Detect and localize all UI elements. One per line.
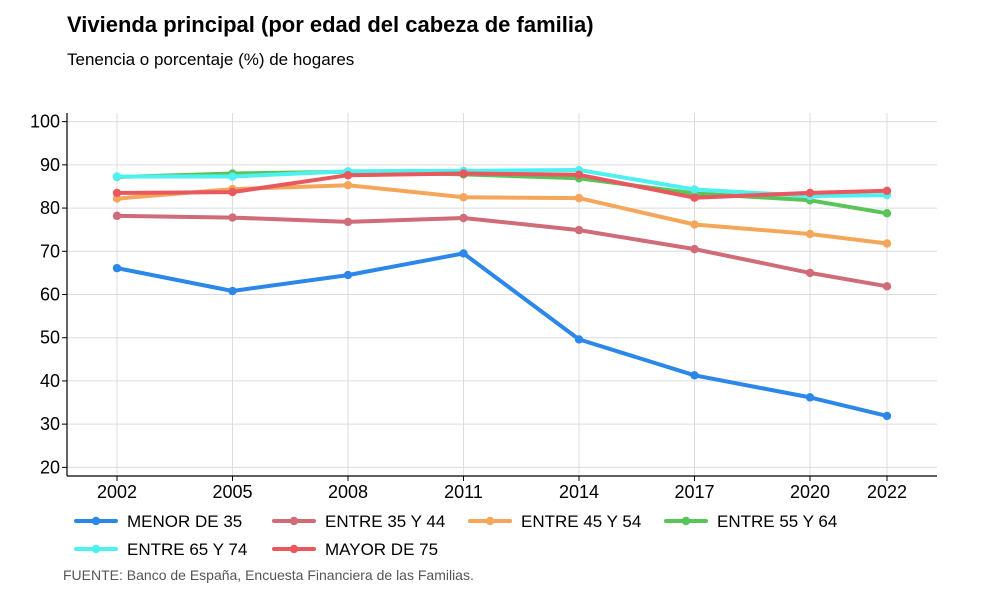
- data-point-2-2011[interactable]: [459, 213, 468, 223]
- legend-item-1[interactable]: MENOR DE 35: [74, 512, 242, 531]
- data-point-6-2011[interactable]: [459, 169, 468, 178]
- data-point-2-2017[interactable]: [690, 244, 699, 254]
- y-tick-label-30: 30: [40, 414, 60, 434]
- series-line-6: [115, 171, 889, 200]
- data-point-6-2017[interactable]: [690, 193, 699, 202]
- data-point-6-2008[interactable]: [343, 171, 353, 180]
- legend-swatch-marker-1: [91, 516, 101, 526]
- legend[interactable]: MENOR DE 35 ENTRE 35 Y 44 ENTRE 45 Y 54 ENT…: [74, 512, 837, 559]
- chart-title: Vivienda principal (por edad del cabeza …: [67, 12, 594, 37]
- legend-label-5: ENTRE 65 Y 74: [127, 540, 247, 559]
- data-point-3-2011[interactable]: [459, 193, 468, 202]
- y-tick-label-40: 40: [40, 371, 60, 391]
- series-line-1: [115, 251, 889, 418]
- data-point-3-2017[interactable]: [690, 220, 699, 229]
- data-point-6-2022[interactable]: [882, 186, 892, 195]
- legend-label-4: ENTRE 55 Y 64: [717, 512, 837, 531]
- series-line-2: [115, 213, 889, 289]
- y-tick-label-90: 90: [40, 155, 60, 175]
- legend-swatch-marker-2: [289, 516, 299, 526]
- x-tick-label-2017: 2017: [674, 482, 714, 502]
- series: [112, 165, 892, 421]
- x-ticks: 2002 2005 2008 2011 2014 2017 2020 2022: [97, 476, 907, 502]
- source-note: FUENTE: Banco de España, Encuesta Financ…: [63, 567, 474, 583]
- legend-swatch-marker-3: [485, 516, 495, 526]
- data-point-1-2008[interactable]: [343, 270, 353, 280]
- data-point-6-2020[interactable]: [805, 188, 815, 198]
- x-tick-label-2014: 2014: [559, 482, 599, 502]
- data-point-2-2020[interactable]: [805, 268, 815, 278]
- series-1: [112, 249, 892, 421]
- data-point-1-2017[interactable]: [690, 371, 699, 380]
- data-point-6-2002[interactable]: [112, 188, 122, 198]
- y-tick-label-50: 50: [40, 328, 60, 348]
- data-point-5-2005[interactable]: [228, 172, 237, 181]
- series-2: [112, 211, 892, 291]
- legend-item-3[interactable]: ENTRE 45 Y 54: [468, 512, 641, 531]
- series-line-4: [115, 169, 889, 216]
- data-point-2-2002[interactable]: [112, 211, 122, 221]
- legend-item-4[interactable]: ENTRE 55 Y 64: [664, 512, 837, 531]
- data-point-3-2022[interactable]: [882, 239, 892, 248]
- x-tick-label-2008: 2008: [328, 482, 368, 502]
- legend-label-2: ENTRE 35 Y 44: [325, 512, 445, 531]
- data-point-2-2008[interactable]: [343, 217, 353, 227]
- data-point-1-2005[interactable]: [228, 286, 237, 296]
- series-6: [112, 169, 892, 202]
- legend-swatch-marker-5: [91, 544, 101, 554]
- legend-item-5[interactable]: ENTRE 65 Y 74: [74, 540, 247, 559]
- legend-swatch-marker-4: [681, 516, 691, 526]
- data-point-1-2022[interactable]: [882, 411, 892, 421]
- data-point-2-2022[interactable]: [882, 282, 892, 291]
- x-tick-label-2022: 2022: [867, 482, 907, 502]
- grid: [67, 113, 937, 476]
- data-point-1-2014[interactable]: [574, 335, 584, 344]
- data-point-1-2002[interactable]: [112, 263, 122, 273]
- y-tick-label-20: 20: [40, 457, 60, 477]
- y-tick-label-60: 60: [40, 285, 60, 305]
- data-point-5-2002[interactable]: [112, 172, 122, 181]
- y-tick-label-80: 80: [40, 198, 60, 218]
- legend-label-3: ENTRE 45 Y 54: [521, 512, 641, 531]
- data-point-1-2020[interactable]: [805, 393, 815, 402]
- data-point-3-2008[interactable]: [343, 180, 353, 190]
- data-point-3-2014[interactable]: [574, 193, 584, 203]
- chart-subtitle: Tenencia o porcentaje (%) de hogares: [67, 50, 355, 69]
- data-point-3-2020[interactable]: [805, 229, 815, 239]
- x-tick-label-2002: 2002: [97, 482, 137, 502]
- legend-label-6: MAYOR DE 75: [325, 540, 438, 559]
- legend-item-2[interactable]: ENTRE 35 Y 44: [272, 512, 445, 531]
- data-point-1-2011[interactable]: [459, 249, 468, 258]
- y-tick-label-100: 100: [30, 112, 60, 132]
- data-point-2-2014[interactable]: [574, 225, 584, 235]
- data-point-6-2005[interactable]: [228, 187, 237, 197]
- data-point-4-2022[interactable]: [882, 209, 892, 218]
- x-tick-label-2005: 2005: [212, 482, 252, 502]
- y-tick-label-70: 70: [40, 241, 60, 261]
- legend-swatch-marker-6: [289, 544, 299, 554]
- x-tick-label-2020: 2020: [790, 482, 830, 502]
- legend-item-6[interactable]: MAYOR DE 75: [272, 540, 438, 559]
- data-point-5-2017[interactable]: [690, 185, 699, 194]
- y-ticks: 20 30 40 50 60 70 80 90 100: [30, 112, 67, 477]
- data-point-2-2005[interactable]: [228, 213, 237, 222]
- x-tick-label-2011: 2011: [444, 482, 483, 502]
- legend-label-1: MENOR DE 35: [127, 512, 242, 531]
- data-point-6-2014[interactable]: [574, 170, 584, 179]
